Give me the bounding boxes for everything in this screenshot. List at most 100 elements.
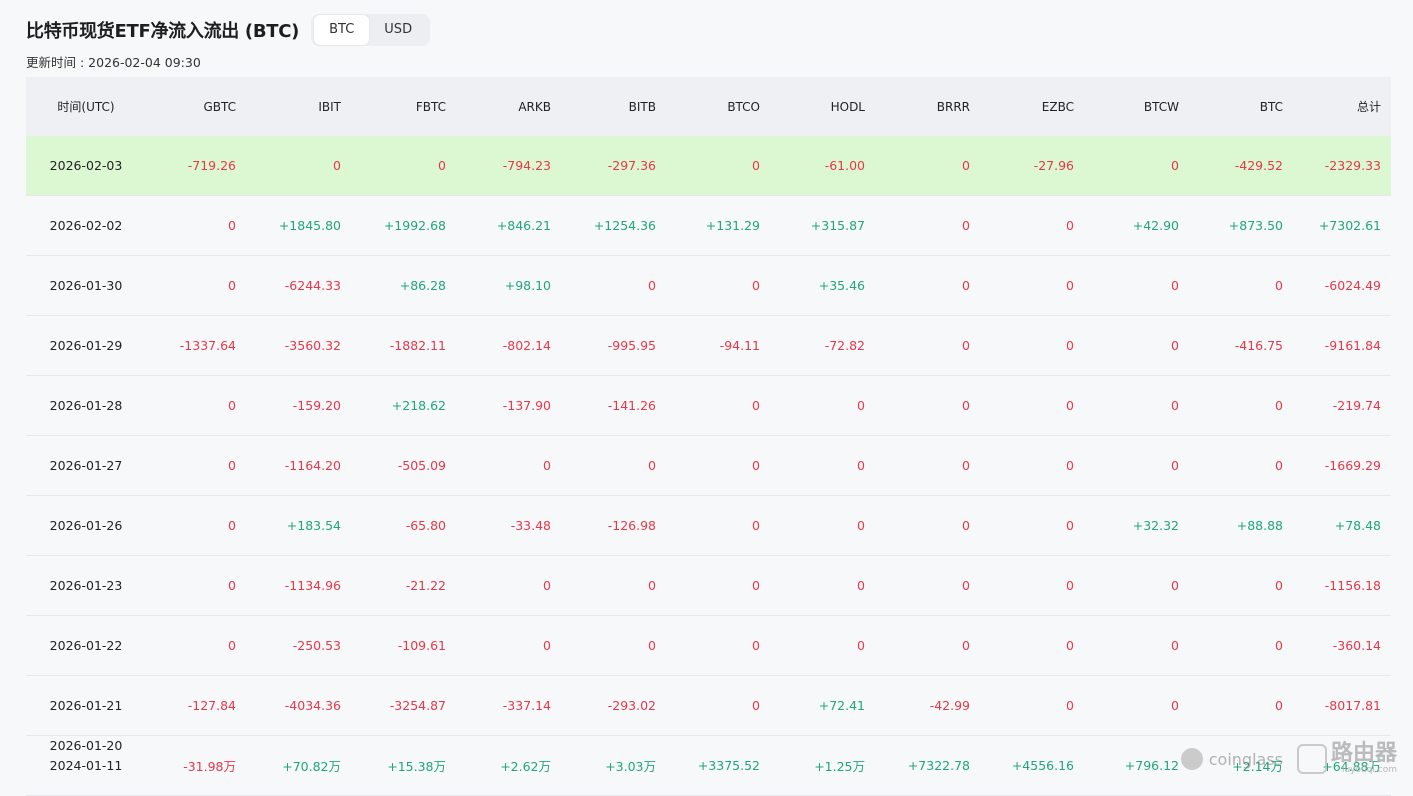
cell-btco: 0 (666, 375, 770, 436)
toggle-usd[interactable]: USD (384, 22, 413, 37)
router-text: 路由器 (1330, 741, 1397, 766)
table-row: 2026-01-26 0 +183.54 -65.80 -33.48 -126.98 0 0 0… (26, 495, 1391, 556)
cell-总计: -1156.18 (1293, 555, 1391, 616)
cell-hodl: +72.41 (770, 675, 875, 736)
cell-ibit: 0 (246, 136, 351, 196)
cell-hodl: -72.82 (770, 315, 875, 376)
cell-ibit: -3560.32 (246, 315, 351, 376)
cell-btcw: 0 (1084, 255, 1189, 316)
cell-fbtc: +15.38万 (351, 735, 456, 796)
row-date: 2026-01-27 (26, 435, 146, 496)
cell-总计: -6024.49 (1293, 255, 1391, 316)
row-date: 2026-01-23 (26, 555, 146, 616)
router-logo-icon (1296, 744, 1327, 774)
cell-btco: 0 (666, 555, 770, 616)
cell-fbtc: 0 (351, 136, 456, 196)
cell-btc: 0 (1189, 255, 1293, 316)
router-site: luyouqi.com (1341, 765, 1397, 775)
cell-ibit: -6244.33 (246, 255, 351, 316)
watermark: coinglass 路由器 luyouqi.com (1180, 741, 1397, 776)
cell-bitb: +3.03万 (561, 735, 666, 796)
column-header-gbtc[interactable]: GBTC (146, 77, 246, 136)
cell-hodl: 0 (770, 495, 875, 556)
cell-gbtc: -31.98万 (146, 735, 246, 796)
table-body: 2026-02-03 -719.26 0 0 -794.23 -297.36 0 -61.00… (26, 136, 1391, 796)
cell-gbtc: 0 (146, 615, 246, 676)
row-date: 2026-01-21 (26, 675, 146, 736)
cell-bitb: 0 (561, 435, 666, 496)
cell-ezbc: -27.96 (980, 136, 1084, 196)
toggle-btc[interactable]: BTC (314, 15, 370, 45)
cell-ibit: -159.20 (246, 375, 351, 436)
cell-btcw: 0 (1084, 136, 1189, 196)
cell-fbtc: -505.09 (351, 435, 456, 496)
cell-fbtc: -21.22 (351, 555, 456, 616)
cell-btco: -94.11 (666, 315, 770, 376)
table-header-row: 时间(UTC) GBTC IBIT FBTC ARKB BITB BTCO HODL BRRR E… (26, 77, 1391, 136)
column-header-arkb[interactable]: ARKB (456, 77, 561, 136)
cell-arkb: -137.90 (456, 375, 561, 436)
cell-btc: 0 (1189, 615, 1293, 676)
cell-bitb: -141.26 (561, 375, 666, 436)
cell-总计: +78.48 (1293, 495, 1391, 556)
column-header-fbtc[interactable]: FBTC (351, 77, 456, 136)
column-header-btcw[interactable]: BTCW (1084, 77, 1189, 136)
cell-bitb: -995.95 (561, 315, 666, 376)
column-header-bitb[interactable]: BITB (561, 77, 666, 136)
cell-fbtc: -109.61 (351, 615, 456, 676)
cell-bitb: 0 (561, 555, 666, 616)
cell-arkb: -802.14 (456, 315, 561, 376)
cell-arkb: 0 (456, 615, 561, 676)
cell-arkb: -33.48 (456, 495, 561, 556)
column-header-ezbc[interactable]: EZBC (980, 77, 1084, 136)
cell-hodl: 0 (770, 615, 875, 676)
cell-btcw: +42.90 (1084, 195, 1189, 256)
cell-ezbc: 0 (980, 255, 1084, 316)
column-header-brrr[interactable]: BRRR (875, 77, 980, 136)
column-header-btco[interactable]: BTCO (666, 77, 770, 136)
cell-btcw: 0 (1084, 315, 1189, 376)
cell-brrr: -42.99 (875, 675, 980, 736)
column-header-date[interactable]: 时间(UTC) (26, 77, 146, 136)
column-header-hodl[interactable]: HODL (770, 77, 875, 136)
cell-ezbc: 0 (980, 615, 1084, 676)
cell-brrr: 0 (875, 195, 980, 256)
cell-hodl: 0 (770, 375, 875, 436)
row-date: 2026-01-22 (26, 615, 146, 676)
cell-btc: -416.75 (1189, 315, 1293, 376)
cell-总计: -9161.84 (1293, 315, 1391, 376)
column-header-ibit[interactable]: IBIT (246, 77, 351, 136)
cell-bitb: 0 (561, 615, 666, 676)
cell-brrr: 0 (875, 615, 980, 676)
router-watermark: 路由器 luyouqi.com (1330, 741, 1397, 776)
cell-btc: 0 (1189, 375, 1293, 436)
cell-btco: 0 (666, 495, 770, 556)
cell-btc: +873.50 (1189, 195, 1293, 256)
table-row: 2026-02-02 0 +1845.80 +1992.68 +846.21 +1254.… (26, 195, 1391, 256)
cell-brrr: 0 (875, 255, 980, 316)
table-row: 2026-01-27 0 -1164.20 -505.09 0 0 0 0 0 0 0 0 -1669.… (26, 435, 1391, 496)
cell-ibit: -4034.36 (246, 675, 351, 736)
cell-btc: -429.52 (1189, 136, 1293, 196)
page-header: 比特币现货ETF净流入流出 (BTC) BTC USD (26, 12, 431, 48)
cell-总计: -360.14 (1293, 615, 1391, 676)
cell-bitb: -126.98 (561, 495, 666, 556)
page-title: 比特币现货ETF净流入流出 (BTC) (26, 21, 300, 42)
cell-btco: 0 (666, 255, 770, 316)
cell-总计: -1669.29 (1293, 435, 1391, 496)
row-date: 2026-01-20 2024-01-11 (26, 735, 146, 796)
coinglass-logo-icon (1180, 748, 1203, 770)
cell-ezbc: 0 (980, 195, 1084, 256)
row-date-end: 2024-01-11 (49, 758, 123, 773)
cell-fbtc: -3254.87 (351, 675, 456, 736)
cell-brrr: 0 (875, 435, 980, 496)
cell-fbtc: +1992.68 (351, 195, 456, 256)
cell-ezbc: +4556.16 (980, 735, 1084, 796)
cell-ibit: -250.53 (246, 615, 351, 676)
cell-ezbc: 0 (980, 315, 1084, 376)
cell-btc: 0 (1189, 675, 1293, 736)
cell-fbtc: -65.80 (351, 495, 456, 556)
column-header-总计[interactable]: 总计 (1293, 77, 1391, 136)
column-header-btc[interactable]: BTC (1189, 77, 1293, 136)
cell-brrr: 0 (875, 555, 980, 616)
